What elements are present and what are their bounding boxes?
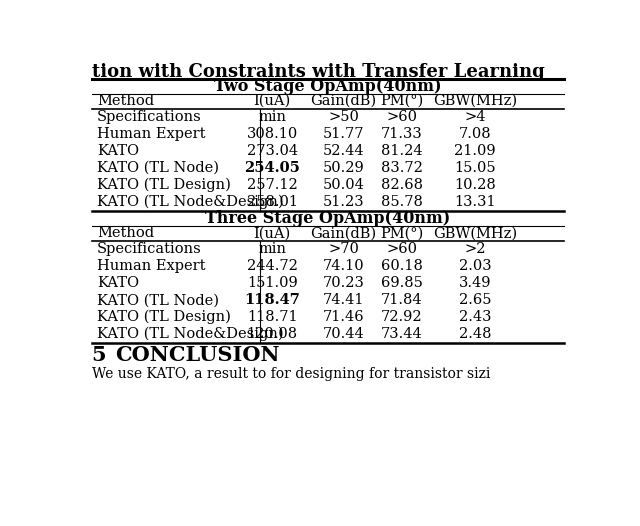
- Text: 52.44: 52.44: [323, 144, 364, 158]
- Text: >70: >70: [328, 242, 359, 257]
- Text: Method: Method: [97, 226, 154, 240]
- Text: 3.49: 3.49: [459, 276, 492, 290]
- Text: KATO (TL Design): KATO (TL Design): [97, 310, 231, 325]
- Text: >4: >4: [465, 110, 486, 124]
- Text: tion with Constraints with Transfer Learning: tion with Constraints with Transfer Lear…: [92, 63, 545, 82]
- Text: 118.47: 118.47: [244, 294, 300, 307]
- Text: min: min: [258, 110, 286, 124]
- Text: 2.43: 2.43: [459, 310, 492, 324]
- Text: min: min: [258, 242, 286, 257]
- Text: Human Expert: Human Expert: [97, 127, 205, 141]
- Text: CONCLUSION: CONCLUSION: [115, 345, 280, 365]
- Text: PM(°): PM(°): [380, 226, 423, 240]
- Text: 50.29: 50.29: [323, 161, 364, 175]
- Text: 71.84: 71.84: [381, 294, 422, 307]
- Text: KATO: KATO: [97, 276, 139, 290]
- Text: 73.44: 73.44: [381, 327, 422, 341]
- Text: 15.05: 15.05: [454, 161, 496, 175]
- Text: 118.71: 118.71: [247, 310, 298, 324]
- Text: 254.05: 254.05: [244, 161, 300, 175]
- Text: 120.08: 120.08: [246, 327, 298, 341]
- Text: 74.41: 74.41: [323, 294, 364, 307]
- Text: 7.08: 7.08: [459, 127, 492, 141]
- Text: 13.31: 13.31: [454, 195, 496, 209]
- Text: KATO (TL Node&Design): KATO (TL Node&Design): [97, 195, 284, 209]
- Text: 51.23: 51.23: [323, 195, 364, 209]
- Text: 2.65: 2.65: [459, 294, 492, 307]
- Text: >2: >2: [465, 242, 486, 257]
- Text: PM(°): PM(°): [380, 94, 423, 108]
- Text: 70.23: 70.23: [323, 276, 364, 290]
- Text: Gain(dB): Gain(dB): [310, 94, 376, 108]
- Text: 151.09: 151.09: [247, 276, 298, 290]
- Text: 81.24: 81.24: [381, 144, 422, 158]
- Text: 308.10: 308.10: [246, 127, 298, 141]
- Text: GBW(MHz): GBW(MHz): [433, 94, 517, 108]
- Text: KATO (TL Node&Design): KATO (TL Node&Design): [97, 327, 284, 341]
- Text: 2.03: 2.03: [459, 259, 492, 274]
- Text: Human Expert: Human Expert: [97, 259, 205, 274]
- Text: 70.44: 70.44: [323, 327, 364, 341]
- Text: 244.72: 244.72: [247, 259, 298, 274]
- Text: KATO (TL Design): KATO (TL Design): [97, 178, 231, 192]
- Text: 60.18: 60.18: [381, 259, 422, 274]
- Text: Specifications: Specifications: [97, 110, 202, 124]
- Text: 82.68: 82.68: [381, 178, 422, 192]
- Text: I(uA): I(uA): [253, 94, 291, 108]
- Text: 72.92: 72.92: [381, 310, 422, 324]
- Text: 21.09: 21.09: [454, 144, 496, 158]
- Text: I(uA): I(uA): [253, 226, 291, 240]
- Text: Two Stage OpAmp(40nm): Two Stage OpAmp(40nm): [214, 78, 442, 95]
- Text: Method: Method: [97, 94, 154, 108]
- Text: 5: 5: [92, 345, 106, 365]
- Text: KATO: KATO: [97, 144, 139, 158]
- Text: We use KATO, a result to for designing for transistor sizi: We use KATO, a result to for designing f…: [92, 367, 490, 381]
- Text: >60: >60: [386, 110, 417, 124]
- Text: GBW(MHz): GBW(MHz): [433, 226, 517, 240]
- Text: 10.28: 10.28: [454, 178, 496, 192]
- Text: 2.48: 2.48: [459, 327, 492, 341]
- Text: 85.78: 85.78: [381, 195, 422, 209]
- Text: 71.46: 71.46: [323, 310, 364, 324]
- Text: KATO (TL Node): KATO (TL Node): [97, 161, 219, 175]
- Text: 258.01: 258.01: [246, 195, 298, 209]
- Text: Specifications: Specifications: [97, 242, 202, 257]
- Text: 50.04: 50.04: [323, 178, 364, 192]
- Text: >60: >60: [386, 242, 417, 257]
- Text: 74.10: 74.10: [323, 259, 364, 274]
- Text: 257.12: 257.12: [247, 178, 298, 192]
- Text: KATO (TL Node): KATO (TL Node): [97, 294, 219, 307]
- Text: 273.04: 273.04: [246, 144, 298, 158]
- Text: 69.85: 69.85: [381, 276, 422, 290]
- Text: 71.33: 71.33: [381, 127, 422, 141]
- Text: 51.77: 51.77: [323, 127, 364, 141]
- Text: 83.72: 83.72: [381, 161, 422, 175]
- Text: >50: >50: [328, 110, 359, 124]
- Text: Three Stage OpAmp(40nm): Three Stage OpAmp(40nm): [205, 210, 451, 227]
- Text: Gain(dB): Gain(dB): [310, 226, 376, 240]
